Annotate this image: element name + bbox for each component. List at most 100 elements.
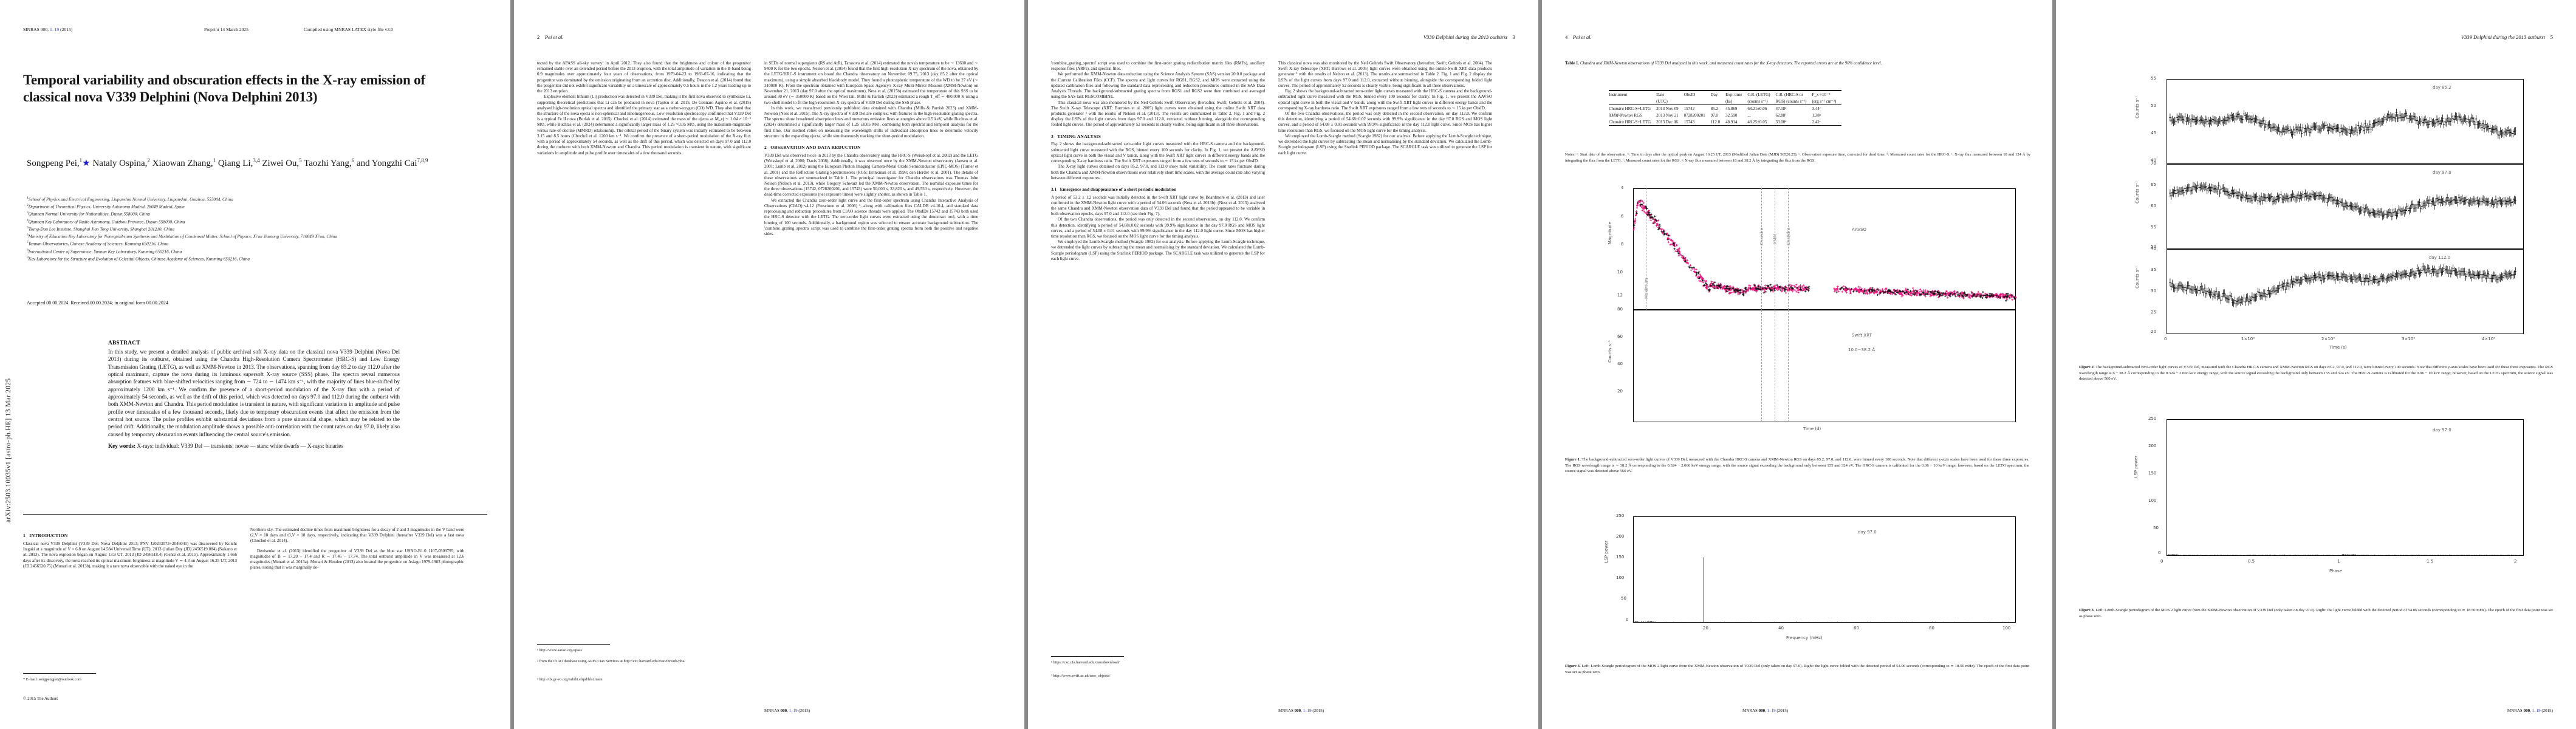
table-row: Chandra HRC-S+LETG 2013 Dec 06 15743 112.0 4… [1609, 118, 1841, 126]
page1-col-left: 1 INTRODUCTION Classical nova V339 Delph… [23, 527, 237, 569]
table1-col-subheader: (UTC) [1656, 98, 1668, 104]
xtick: 3×10⁴ [2402, 337, 2416, 341]
footnote: ¹ https://cxc.cfa.harvard.edu/ciao/downl… [1051, 660, 1120, 665]
paragraph: Of the two Chandra observations, the per… [1051, 217, 1265, 239]
table1: Instrument Date ObsID Day Exp. time C.R. (LET… [1609, 90, 1842, 126]
table1-col-subheader: (erg s⁻¹ cm⁻²) [1812, 98, 1837, 104]
table-cell: 48.25±0.05 [1747, 119, 1767, 125]
running-head-page2: 2 Pei et al. [537, 34, 564, 40]
table1-col-subheader [1609, 98, 1656, 105]
fig1-vline-chandra-2b [1788, 310, 1789, 422]
fig3b-xlabel: Phase [2329, 569, 2342, 573]
paragraph: A period of 53.2 ± 1.2 seconds was initi… [1051, 194, 1265, 217]
figure1-label: Figure 1. [1565, 457, 1581, 462]
fig1-panel-aavso [1633, 188, 2016, 310]
ytick: 40 [2151, 246, 2156, 251]
abstract-heading: ABSTRACT [108, 340, 140, 346]
page3-col-right: This classical nova was also monitored b… [1278, 61, 1492, 156]
ytick: 60 [1617, 334, 1623, 339]
table-cell: 3.44ᵉ [1812, 106, 1821, 111]
table-cell: 2013 Nov 21 [1656, 112, 1679, 118]
paragraph: 'combine_grating_spectra' script was use… [1051, 61, 1265, 72]
paragraph: We extracted the Chandra zero-order ligh… [764, 197, 978, 236]
footnote: ¹ http://www.aavso.org/apass [537, 648, 582, 652]
running-head-page5: V339 Delphini during the 2013 outburst 5 [2461, 34, 2553, 40]
table-cell: 15742 [1684, 106, 1695, 111]
figure1-caption-text: The background-subtracted zero-order lig… [1565, 457, 2029, 474]
ytick: 25 [2151, 310, 2156, 315]
table1-col-subheader: RGS) (counts s⁻¹) [1775, 98, 1807, 104]
fig1-xlabel: Time (d) [1803, 426, 1821, 431]
fig1-panel-swift [1633, 310, 2016, 422]
ytick: 150 [1616, 555, 1625, 560]
section-heading-introduction: 1 INTRODUCTION [23, 533, 68, 538]
affiliation-item: 2Department of Theoretical Physics, Univ… [27, 204, 185, 210]
table1-col-header: F_x ×10⁻⁹ [1812, 92, 1831, 97]
affiliation-item: 5Tsung-Dao Lee Institute, Shanghai Jiao … [27, 225, 175, 232]
ytick: 50 [1621, 596, 1626, 601]
fig1-swift-band: 10.0−38.2 Å [1848, 347, 1875, 352]
table1-col-subheader: (counts s⁻¹) [1747, 98, 1768, 104]
table1-col-subheader: (ks) [1725, 98, 1733, 104]
header-left: MNRAS 000, 1–19 (2015) [23, 27, 73, 32]
fig1-vline-chandra-1b [1761, 310, 1762, 422]
fig2-xlabel: Time (s) [2329, 345, 2347, 350]
page1-col-right: Northern sky. The estimated decline time… [250, 527, 464, 571]
paragraph: in SEDs of normal supergiants (RS and At… [764, 61, 978, 105]
xtick: 40 [1778, 626, 1784, 631]
data-series [2166, 553, 2524, 556]
paragraph: Classical nova V339 Delphini (V339 Del; … [23, 541, 237, 569]
ytick: 12 [1617, 293, 1623, 298]
footnote: ² http://www.swift.ac.uk/user_objects/ [1051, 674, 1111, 678]
noise-floor [1632, 621, 2016, 623]
ytick: 250 [2148, 416, 2157, 421]
table-cell: Chandra HRC-S+LETG [1609, 119, 1651, 125]
fig3b-annotation: day 97.0 [2433, 428, 2451, 433]
ytick: 50 [2151, 103, 2156, 108]
fig3-xlabel: Frequency (mHz) [1786, 635, 1823, 640]
abstract-block: ABSTRACT In this study, we present a det… [108, 340, 400, 450]
data-series [1632, 199, 2016, 302]
figure2-label: Figure 2. [2079, 365, 2095, 369]
footer-page5: MNRAS 000, 1–19 (2015) [2507, 708, 2553, 713]
table1-col-header: C.R. (HRC-S or [1775, 92, 1803, 97]
figure1-plot: Magnitude 4 6 8 10 12 AAVSO Maximum Chan… [1597, 185, 2017, 443]
table1-body: Chandra HRC-S+LETG 2013 Nov 09 15742 85.2 45… [1609, 104, 1842, 126]
xtick: 2×10⁴ [2321, 337, 2335, 341]
arxiv-stamp: arXiv:2503.10035v1 [astro-ph.HE] 13 Mar … [5, 378, 12, 522]
figure3-label-dup: Figure 3. [2079, 608, 2095, 612]
ytick: 30 [2151, 289, 2156, 293]
footer-page3: MNRAS 000, 1–19 (2015) [1278, 708, 1324, 713]
figure2-plot: Counts s⁻¹ 55 50 45 40 day 85.2 Counts s… [2129, 76, 2530, 350]
ytick: 6 [1621, 214, 1624, 219]
table-header-row: Instrument Date ObsID Day Exp. time C.R. (LET… [1609, 91, 1842, 98]
xtick: 1 [2337, 559, 2340, 564]
figure3-plot-right: LSP power 250 200 150 100 50 0 0 0.5 1 1… [2129, 416, 2530, 595]
paragraph: Explosive element lithium (Li) productio… [537, 94, 751, 156]
fig3b-panel [2167, 419, 2524, 556]
section-heading-timing: 3 TIMING ANALYSIS [1051, 133, 1101, 139]
table-cell: 62.88ᶠ [1775, 112, 1786, 118]
running-head-page3: V339 Delphini during the 2013 outburst 3 [1423, 34, 1515, 40]
table-cell: 1.38ᵍ [1812, 112, 1821, 118]
table-cell: Chandra HRC-S+LETG [1609, 106, 1651, 111]
table-cell: 33.00ᵈ [1775, 119, 1787, 125]
figure2-caption: Figure 2. The background-subtracted zero… [2079, 364, 2553, 382]
table1-col-header: Date [1656, 92, 1665, 97]
accepted-line: Accepted 00.00.2024. Received 00.00.2024… [27, 300, 168, 306]
paragraph: The X-ray light curves obtained on days … [1051, 164, 1265, 180]
data-series [2169, 181, 2516, 221]
paragraph: This classical nova was also monitored b… [1278, 61, 1492, 88]
ytick: 4 [1621, 185, 1624, 190]
xtick: 100 [2002, 626, 2011, 631]
table-cell: 2013 Dec 06 [1656, 119, 1678, 125]
fig2-annotation-day85: day 85.2 [2433, 85, 2451, 90]
affiliation-item: 7Yunnan Observatories, Chinese Academy o… [27, 241, 169, 247]
ytick: 200 [2148, 443, 2157, 448]
figure1-caption: Figure 1. The background-subtracted zero… [1565, 457, 2029, 474]
table-row: Chandra HRC-S+LETG 2013 Nov 09 15742 85.2 45… [1609, 104, 1842, 112]
ytick: 100 [1616, 575, 1625, 580]
xtick: 0.5 [2248, 559, 2255, 564]
ytick: 40 [2151, 158, 2156, 163]
data-series [2169, 262, 2516, 308]
